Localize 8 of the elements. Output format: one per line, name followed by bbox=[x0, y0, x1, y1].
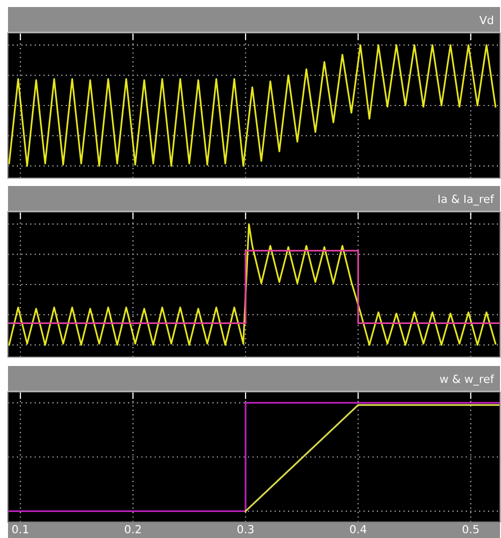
chart-title: Ia & Ia_ref bbox=[438, 194, 494, 206]
x-tick-label: 0.5 bbox=[462, 524, 479, 534]
chart-title: w & w_ref bbox=[440, 374, 494, 386]
chart-title: Vd bbox=[479, 16, 493, 24]
x-tick-label: 0.1 bbox=[12, 524, 28, 534]
x-tick-label: 0.3 bbox=[237, 524, 254, 534]
x-tick-label: 0.2 bbox=[124, 524, 141, 534]
x-tick-label: 0.4 bbox=[350, 524, 366, 534]
